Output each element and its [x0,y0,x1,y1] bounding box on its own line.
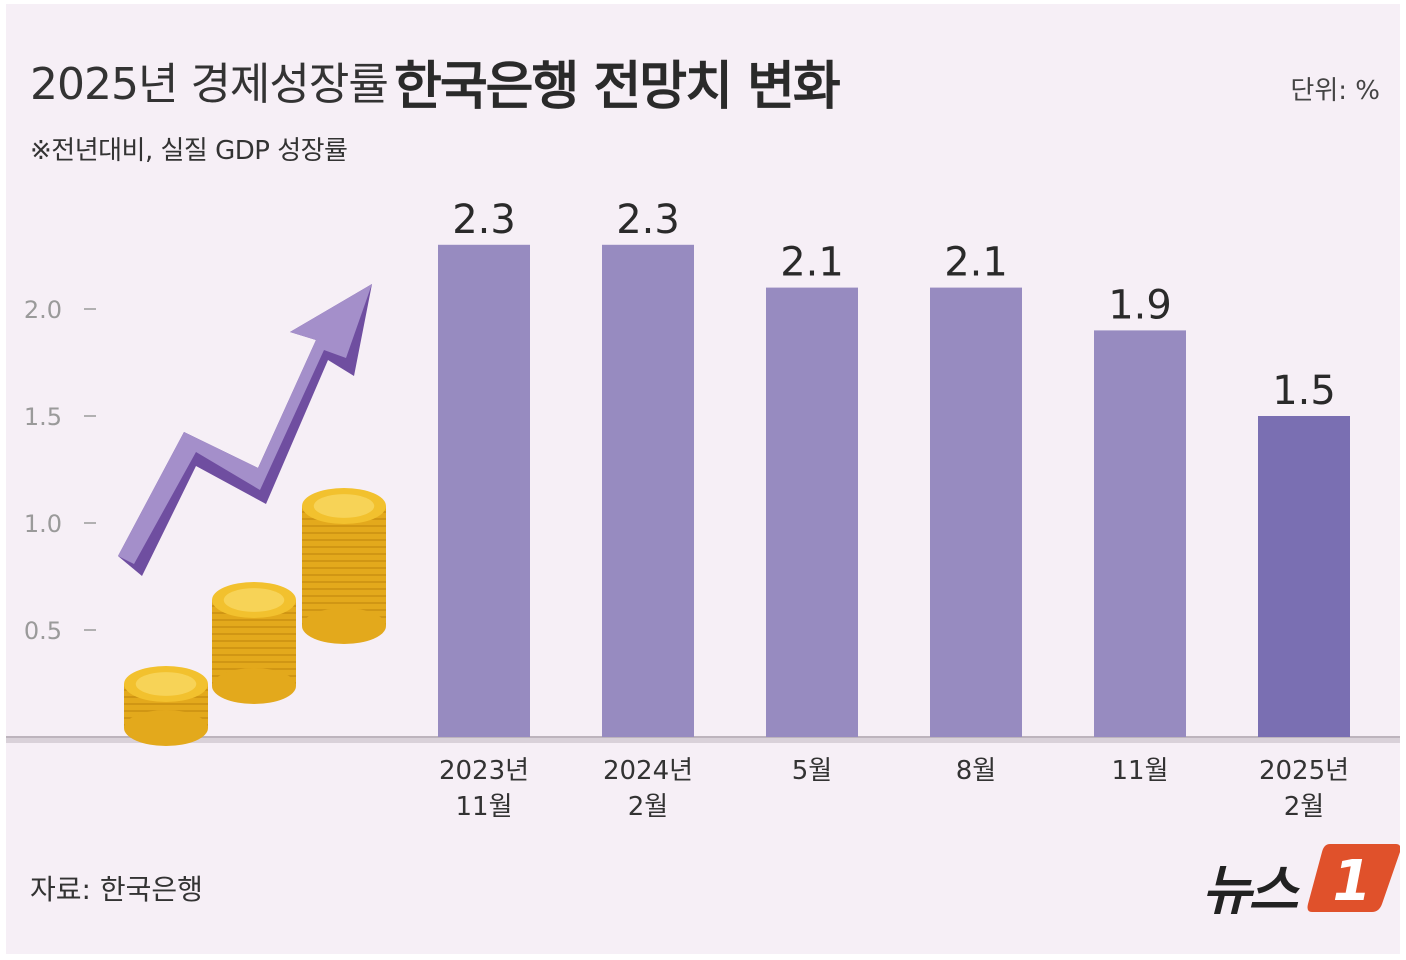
up-trend-arrow-icon [118,284,372,564]
category-label: 2월 [1284,792,1324,822]
logo-text: 뉴스 [1202,859,1298,922]
bar-chart: 2.0 1.5 1.0 0.5 2.3 2023년 11월 2.3 2024년 2월 2.1 5월 2.… [6,197,1400,822]
value-label: 2.3 [616,197,680,243]
bar-0 [438,244,530,738]
unit-label: 단위: % [1290,76,1380,106]
coin-bottom [124,710,208,746]
y-tick-label: 1.0 [24,510,62,538]
coin-stack-icon [124,666,208,746]
coin-stack-icon [212,582,296,704]
category-label: 8월 [956,756,996,786]
y-tick-label: 0.5 [24,617,62,645]
source-note: 자료: 한국은행 [30,873,203,906]
category-label: 2024년 [603,756,693,786]
category-label: 11월 [455,792,512,822]
coin-bottom [302,608,386,644]
value-label: 1.9 [1108,282,1172,328]
infographic-canvas: 2025년 경제성장률 한국은행 전망치 변화 단위: % ※전년대비, 실질 … [6,4,1400,954]
coin-face [313,494,375,518]
bar-5 [1258,416,1350,737]
y-tick-label: 1.5 [24,403,62,431]
subtitle-note: ※전년대비, 실질 GDP 성장률 [30,136,348,166]
coin-face [135,672,197,696]
title-prefix: 2025년 경제성장률 [30,59,389,110]
baseline-shadow [6,737,1400,743]
value-label: 2.1 [944,240,1008,286]
coin-stack-icon [302,488,386,644]
bar-3 [930,287,1022,737]
category-label: 2월 [628,792,668,822]
news1-logo: 뉴스 1 [1202,840,1400,922]
page-title: 한국은행 전망치 변화 [394,57,841,117]
value-label: 1.5 [1272,368,1336,414]
category-label: 2025년 [1259,756,1349,786]
value-label: 2.3 [452,197,516,243]
coin-bottom [212,668,296,704]
bar-4 [1094,330,1186,737]
category-label: 11월 [1111,756,1168,786]
category-label: 2023년 [439,756,529,786]
coin-face [223,588,285,612]
growth-illustration [118,284,386,746]
y-tick-label: 2.0 [24,296,62,324]
bar-1 [602,244,694,738]
category-label: 5월 [792,756,832,786]
value-label: 2.1 [780,240,844,286]
logo-mark: 1 [1333,849,1372,914]
bar-2 [766,287,858,737]
logo-badge-icon: 1 [1307,844,1400,914]
